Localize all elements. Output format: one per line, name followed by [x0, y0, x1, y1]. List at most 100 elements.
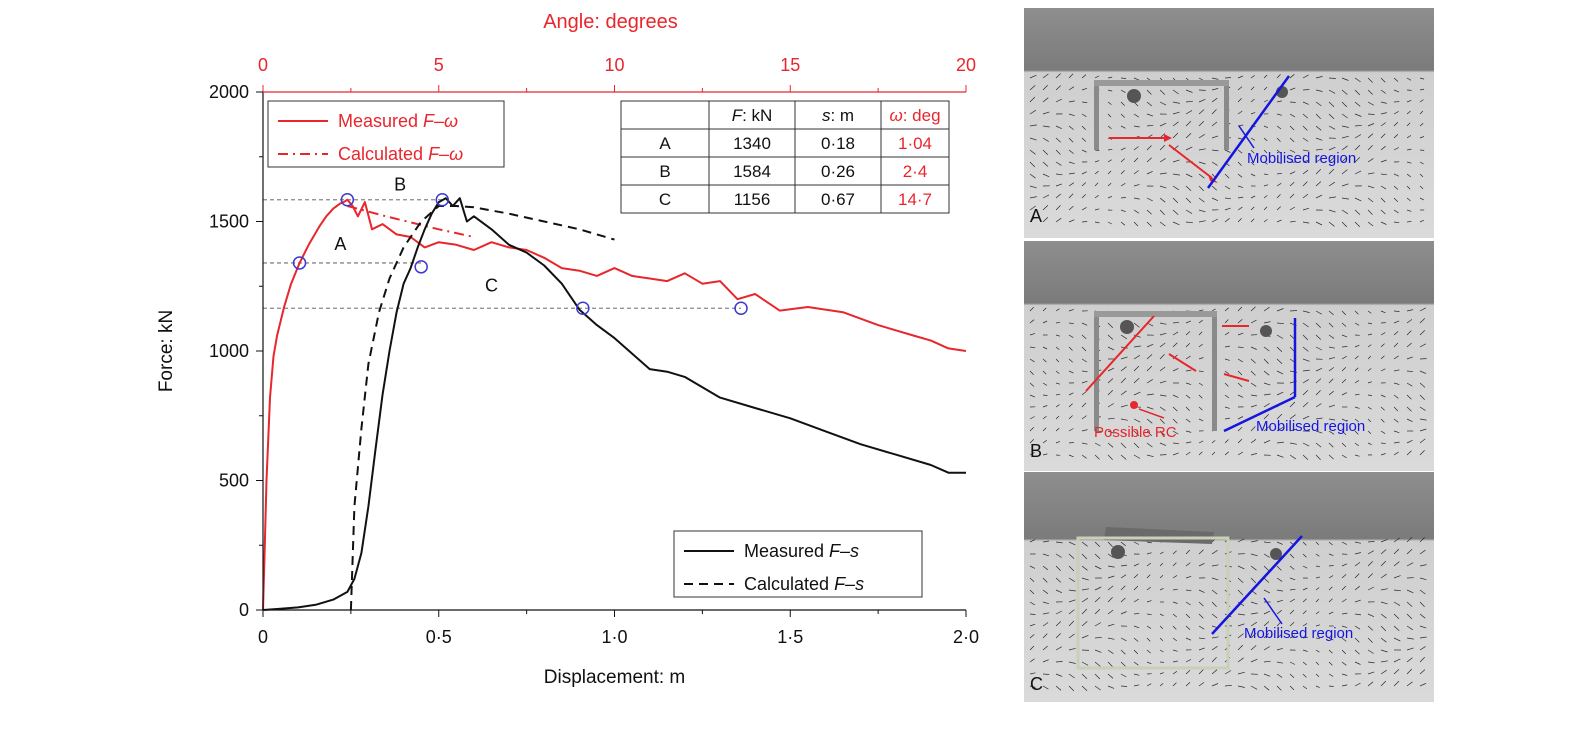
vector-arrow: [1133, 661, 1139, 666]
vector-arrow: [1237, 206, 1243, 211]
vector-arrow: [1406, 135, 1411, 139]
vector-arrow: [1393, 451, 1399, 456]
vector-arrow: [1341, 183, 1349, 187]
vector-arrow: [1224, 417, 1230, 420]
red-arrow: [1085, 315, 1155, 392]
vector-arrow: [1380, 101, 1387, 104]
vector-arrow: [1185, 659, 1192, 663]
vector-arrow: [1315, 685, 1320, 688]
vector-arrow: [1276, 427, 1284, 432]
vector-arrow: [1367, 355, 1372, 360]
vector-arrow: [1120, 377, 1127, 384]
vector-arrow: [1185, 110, 1193, 115]
vector-arrow: [1328, 196, 1336, 199]
vector-arrow: [1237, 623, 1245, 627]
vector-arrow: [1237, 644, 1244, 651]
vector-arrow: [1406, 99, 1412, 103]
vector-arrow: [1198, 562, 1205, 567]
y-tick-label: 500: [219, 471, 249, 491]
vector-arrow: [1380, 89, 1387, 94]
vector-arrow: [1315, 378, 1322, 384]
vector-arrow: [1211, 135, 1219, 139]
vector-arrow: [1120, 649, 1126, 655]
vector-arrow: [1042, 612, 1050, 615]
vector-arrow: [1393, 369, 1400, 372]
vector-arrow: [1120, 442, 1127, 449]
vector-arrow: [1029, 539, 1036, 543]
vector-arrow: [1068, 553, 1075, 559]
vector-arrow: [1159, 366, 1166, 372]
blue-pointer: [1238, 125, 1255, 149]
vector-arrow: [1198, 406, 1203, 411]
vector-arrow: [1367, 418, 1372, 423]
vector-arrow: [1341, 625, 1348, 628]
vector-arrow: [1159, 418, 1165, 424]
vector-arrow: [1289, 220, 1296, 223]
table-cell: 0·67: [821, 190, 855, 209]
vector-arrow: [1159, 683, 1164, 687]
vector-arrow: [1172, 221, 1180, 226]
vector-arrow: [1367, 133, 1374, 139]
vector-arrow: [1146, 170, 1153, 175]
vector-arrow: [1302, 598, 1307, 603]
vector-arrow: [1289, 588, 1296, 591]
vector-arrow: [1328, 89, 1336, 94]
vector-arrow: [1120, 209, 1126, 213]
vector-arrow: [1380, 601, 1388, 605]
vector-arrow: [1237, 451, 1243, 456]
vector-arrow: [1237, 416, 1244, 420]
vector-arrow: [1380, 368, 1386, 372]
vector-arrow: [1146, 574, 1151, 579]
vector-arrow: [1250, 173, 1256, 177]
vector-arrow: [1146, 379, 1153, 384]
vector-arrow: [1094, 553, 1101, 559]
vector-arrow: [1120, 390, 1127, 396]
vector-arrow: [1328, 661, 1333, 666]
vector-arrow: [1211, 577, 1219, 581]
vector-arrow: [1263, 646, 1270, 651]
vector-arrow: [1406, 601, 1413, 607]
vector-arrow: [1263, 206, 1268, 211]
vector-arrow: [1302, 74, 1309, 79]
vector-arrow: [1237, 538, 1245, 543]
vector-arrow: [1263, 149, 1268, 154]
vector-arrow: [1094, 636, 1102, 639]
vector-arrow: [1328, 430, 1335, 435]
vector-arrow: [1198, 451, 1203, 456]
vector-arrow: [1081, 113, 1087, 117]
vector-arrow: [1133, 125, 1140, 128]
vector-arrow: [1224, 185, 1231, 190]
vector-arrow: [1341, 334, 1348, 338]
vector-arrow: [1120, 221, 1126, 226]
vector-arrow: [1198, 357, 1204, 360]
vector-arrow: [1302, 379, 1309, 384]
vector-arrow: [1328, 125, 1336, 130]
displacement-vectors: [1029, 536, 1427, 692]
vector-arrow: [1367, 561, 1373, 567]
vector-arrow: [1042, 125, 1050, 128]
x-tick-label: 1·5: [777, 627, 803, 647]
vector-arrow: [1185, 342, 1191, 348]
vector-arrow: [1302, 402, 1309, 408]
series-measured-f-s: [262, 197, 966, 611]
vector-arrow: [1263, 393, 1271, 396]
vector-arrow: [1302, 346, 1309, 352]
vector-arrow: [1172, 132, 1179, 139]
slab: [1094, 311, 1217, 317]
vector-arrow: [1237, 633, 1244, 639]
vector-arrow: [1367, 344, 1372, 348]
vector-arrow: [1185, 562, 1191, 567]
vector-arrow: [1081, 171, 1087, 175]
vector-arrow: [1029, 96, 1036, 103]
vector-arrow: [1393, 355, 1399, 360]
vector-arrow: [1068, 454, 1074, 458]
vector-arrow: [1081, 685, 1088, 692]
vector-arrow: [1198, 418, 1204, 422]
vector-arrow: [1289, 181, 1295, 187]
vector-arrow: [1224, 358, 1230, 361]
vector-arrow: [1185, 173, 1193, 178]
vector-arrow: [1315, 598, 1320, 603]
vector-arrow: [1198, 370, 1204, 373]
vector-arrow: [1081, 565, 1088, 571]
vector-arrow: [1328, 310, 1334, 316]
